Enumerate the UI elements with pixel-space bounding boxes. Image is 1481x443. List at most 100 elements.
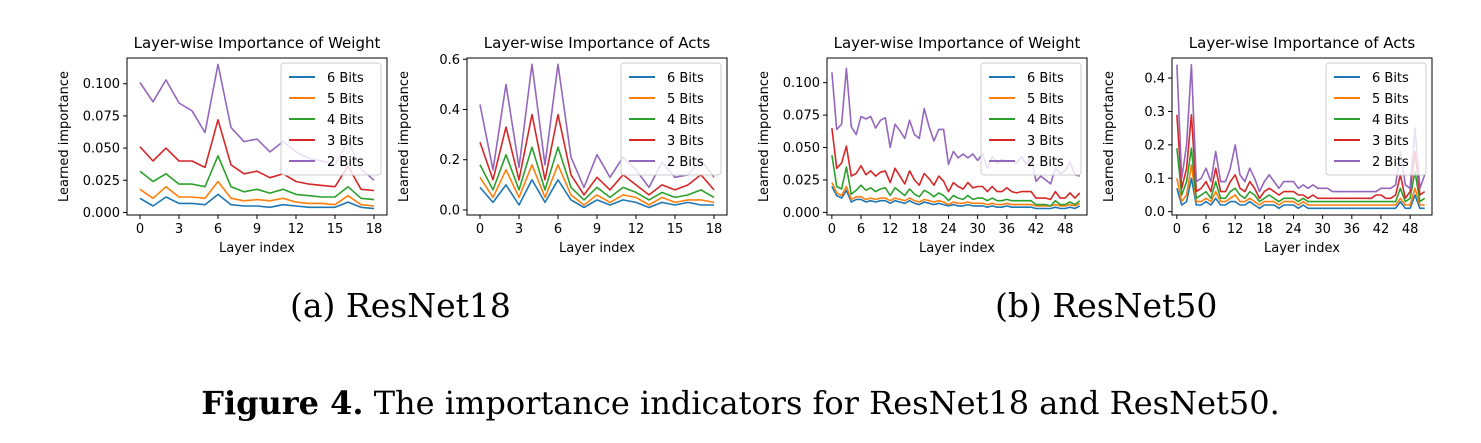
x-tick-label: 0: [828, 222, 836, 237]
legend-label: 3 Bits: [327, 134, 364, 149]
series-line-3-bits: [831, 128, 1081, 201]
subcaption-a: (a) ResNet18: [290, 286, 511, 325]
legend-label: 6 Bits: [1372, 71, 1409, 86]
series-line-6-bits: [479, 179, 714, 209]
x-tick-label: 48: [1402, 222, 1419, 237]
y-tick-label: 0.6: [439, 53, 460, 68]
x-tick-label: 30: [969, 222, 986, 237]
series-line-3-bits: [139, 119, 375, 192]
y-axis-label: Learned importance: [757, 71, 772, 202]
series-line-4-bits: [479, 146, 715, 201]
y-tick-label: 0.000: [783, 206, 820, 221]
x-tick-label: 12: [1227, 222, 1244, 237]
x-axis-label: Layer index: [919, 241, 995, 256]
legend-frame: [620, 62, 722, 176]
legend-label: 5 Bits: [667, 92, 704, 107]
y-tick-label: 0.0: [439, 203, 460, 218]
x-axis-label: Layer index: [1264, 241, 1340, 256]
legend-label: 2 Bits: [327, 155, 364, 170]
chart-resnet18-weight: Layer-wise Importance of Weight 0 3 6 9 12 15 1…: [57, 34, 388, 256]
series-line-3-bits: [479, 113, 715, 196]
series-line-6-bits: [831, 186, 1081, 210]
x-tick-label: 18: [1256, 222, 1273, 237]
y-tick-label: 0.1: [1144, 172, 1165, 187]
figure-label: Figure 4.: [201, 384, 364, 422]
legend-frame: [1325, 62, 1427, 176]
series-line-6-bits: [1176, 177, 1425, 210]
legend-label: 6 Bits: [327, 71, 364, 86]
x-tick-label: 9: [593, 222, 601, 237]
x-tick-label: 9: [253, 222, 261, 237]
legend-label: 6 Bits: [667, 71, 704, 86]
chart-resnet50-weight: Layer-wise Importance of Weight 0 6 12 18 24 3…: [757, 34, 1088, 256]
x-tick-label: 6: [1202, 222, 1210, 237]
x-tick-label: 24: [940, 222, 957, 237]
x-axis-label: Layer index: [559, 241, 635, 256]
y-tick-label: 0.100: [83, 77, 120, 92]
axes-frame: [1171, 57, 1433, 216]
figure-caption: Figure 4. The importance indicators for …: [0, 384, 1481, 422]
legend: 6 Bits 5 Bits 4 Bits 3 Bits 2 Bits: [1325, 62, 1427, 176]
legend-label: 4 Bits: [327, 113, 364, 128]
legend-frame: [280, 62, 382, 176]
x-tick-label: 0: [136, 222, 144, 237]
legend: 6 Bits 5 Bits 4 Bits 3 Bits 2 Bits: [280, 62, 382, 176]
chart-title: Layer-wise Importance of Acts: [1189, 34, 1416, 52]
x-tick-label: 30: [1314, 222, 1331, 237]
x-tick-label: 0: [1173, 222, 1181, 237]
series-line-5-bits: [139, 180, 375, 207]
chart-resnet18-acts: Layer-wise Importance of Acts 0 3 6 9 12 15 18 0…: [397, 34, 728, 256]
legend: 6 Bits 5 Bits 4 Bits 3 Bits 2 Bits: [620, 62, 722, 176]
legend-label: 3 Bits: [1027, 134, 1064, 149]
legend-label: 4 Bits: [1372, 113, 1409, 128]
y-axis-label: Learned importance: [1102, 71, 1117, 202]
y-tick-label: 0.075: [783, 109, 820, 124]
x-tick-label: 15: [667, 222, 684, 237]
subcaption-b: (b) ResNet50: [995, 286, 1218, 325]
chart-title: Layer-wise Importance of Weight: [134, 34, 381, 52]
x-tick-label: 15: [327, 222, 344, 237]
series-line-2-bits: [831, 67, 1080, 185]
y-tick-label: 0.050: [83, 142, 120, 157]
y-tick-label: 0.025: [83, 174, 120, 189]
y-tick-label: 0.2: [1144, 138, 1165, 153]
series-line-5-bits: [831, 182, 1081, 207]
x-tick-label: 18: [911, 222, 928, 237]
chart-resnet50-acts: Layer-wise Importance of Acts 0 6 12 18 24 30 3…: [1102, 34, 1433, 256]
y-axis-label: Learned importance: [57, 71, 72, 202]
x-tick-label: 6: [857, 222, 865, 237]
chart-title: Layer-wise Importance of Weight: [834, 34, 1081, 52]
axes-frame: [826, 57, 1088, 216]
x-tick-label: 36: [1344, 222, 1361, 237]
series-line-6-bits: [139, 193, 375, 210]
y-tick-label: 0.4: [1144, 72, 1165, 87]
series-line-4-bits: [831, 155, 1081, 207]
series-line-2-bits: [1176, 63, 1426, 193]
x-tick-label: 0: [476, 222, 484, 237]
x-tick-label: 18: [366, 222, 383, 237]
legend-label: 2 Bits: [667, 155, 704, 170]
y-tick-label: 0.025: [783, 173, 820, 188]
chart-title: Layer-wise Importance of Acts: [484, 34, 711, 52]
legend-label: 2 Bits: [1372, 155, 1409, 170]
series-line-5-bits: [479, 164, 715, 206]
y-tick-label: 0.050: [783, 141, 820, 156]
y-tick-label: 0.4: [439, 103, 460, 118]
x-tick-label: 42: [1028, 222, 1045, 237]
legend-label: 3 Bits: [667, 134, 704, 149]
y-tick-label: 0.075: [83, 109, 120, 124]
legend-label: 5 Bits: [327, 92, 364, 107]
legend-label: 6 Bits: [1027, 71, 1064, 86]
y-tick-label: 0.0: [1144, 205, 1165, 220]
series-line-4-bits: [1176, 147, 1426, 203]
x-tick-label: 42: [1373, 222, 1390, 237]
legend-label: 5 Bits: [1027, 92, 1064, 107]
series-line-4-bits: [139, 155, 375, 201]
x-axis-label: Layer index: [219, 241, 295, 256]
y-tick-label: 0.000: [83, 206, 120, 221]
y-tick-label: 0.2: [439, 153, 460, 168]
y-axis-label: Learned importance: [397, 71, 412, 202]
x-tick-label: 6: [554, 222, 562, 237]
series-line-3-bits: [1176, 114, 1426, 200]
